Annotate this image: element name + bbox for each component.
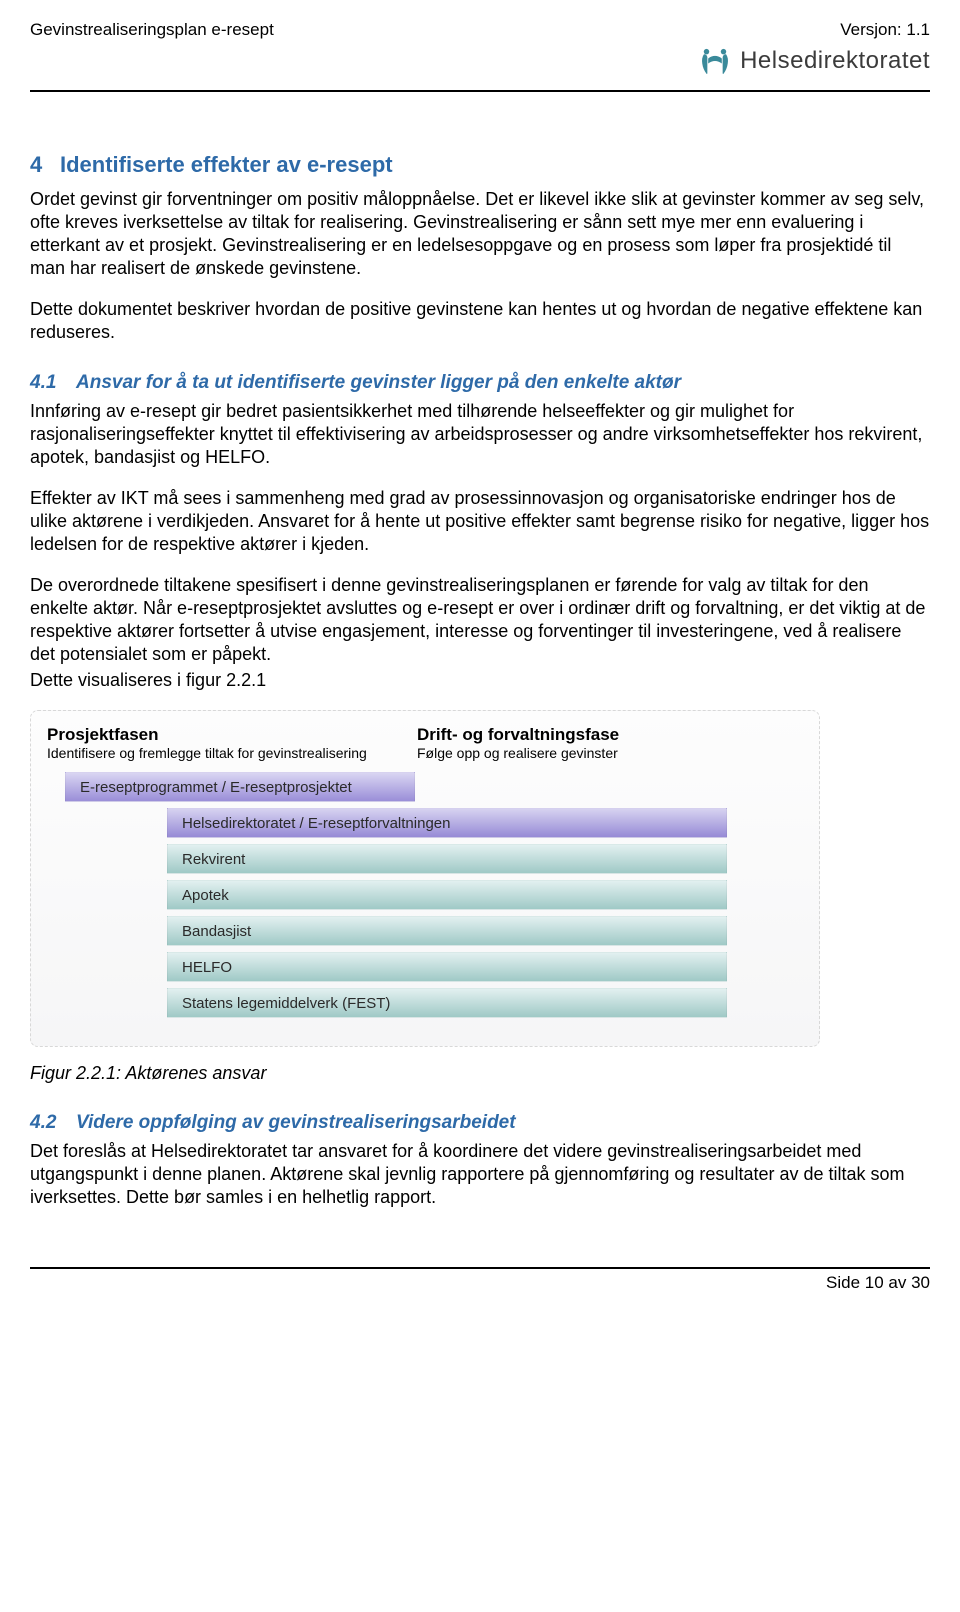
page-number: Side 10 av 30 xyxy=(826,1273,930,1292)
section41-para1: Innføring av e-resept gir bedret pasient… xyxy=(30,400,930,469)
figure-bar: Rekvirent xyxy=(167,844,727,874)
heading-4-2-num: 4.2 xyxy=(30,1112,76,1134)
heading-4-1: 4.1Ansvar for å ta ut identifiserte gevi… xyxy=(30,372,930,394)
figure-bar: Bandasjist xyxy=(167,916,727,946)
phase-2-title: Drift- og forvaltningsfase xyxy=(417,725,737,745)
figure-bar: E-reseptprogrammet / E-reseptprosjektet xyxy=(65,772,415,802)
phase-1: Prosjektfasen Identifisere og fremlegge … xyxy=(47,725,367,763)
heading-4-1-num: 4.1 xyxy=(30,372,76,394)
header-right: Versjon: 1.1 Helsedirektoratet xyxy=(698,20,930,76)
figure-2-2-1: Prosjektfasen Identifisere og fremlegge … xyxy=(30,710,820,1048)
phase-2-sub: Følge opp og realisere gevinster xyxy=(417,745,737,763)
phase-row: Prosjektfasen Identifisere og fremlegge … xyxy=(47,725,803,763)
section41-para3: De overordnede tiltakene spesifisert i d… xyxy=(30,574,930,666)
section41-para4: Dette visualiseres i figur 2.2.1 xyxy=(30,669,930,692)
doc-title: Gevinstrealiseringsplan e-resept xyxy=(30,20,274,40)
figure-bars: E-reseptprogrammet / E-reseptprosjektet … xyxy=(47,772,803,1018)
page-header: Gevinstrealiseringsplan e-resept Versjon… xyxy=(0,0,960,86)
section4-para2: Dette dokumentet beskriver hvordan de po… xyxy=(30,298,930,344)
logo: Helsedirektoratet xyxy=(698,46,930,76)
figure-bar: Helsedirektoratet / E-reseptforvaltninge… xyxy=(167,808,727,838)
figure-caption: Figur 2.2.1: Aktørenes ansvar xyxy=(30,1063,930,1084)
heading-4-2-title: Videre oppfølging av gevinstrealiserings… xyxy=(76,1112,516,1133)
content: 4Identifiserte effekter av e-resept Orde… xyxy=(0,92,960,1247)
heading-4-2: 4.2Videre oppfølging av gevinstrealiseri… xyxy=(30,1112,930,1134)
heading-4: 4Identifiserte effekter av e-resept xyxy=(30,152,930,178)
helsedirektoratet-icon xyxy=(698,46,732,76)
figure-bar: Statens legemiddelverk (FEST) xyxy=(167,988,727,1018)
section41-para2: Effekter av IKT må sees i sammenheng med… xyxy=(30,487,930,556)
page-footer: Side 10 av 30 xyxy=(0,1269,960,1311)
section42-para1: Det foreslås at Helsedirektoratet tar an… xyxy=(30,1140,930,1209)
logo-text: Helsedirektoratet xyxy=(740,47,930,75)
version-label: Versjon: 1.1 xyxy=(698,20,930,40)
heading-4-title: Identifiserte effekter av e-resept xyxy=(60,152,393,177)
phase-2: Drift- og forvaltningsfase Følge opp og … xyxy=(417,725,737,763)
heading-4-1-title: Ansvar for å ta ut identifiserte gevinst… xyxy=(76,372,681,393)
phase-1-sub: Identifisere og fremlegge tiltak for gev… xyxy=(47,745,367,763)
figure-bar: HELFO xyxy=(167,952,727,982)
heading-4-num: 4 xyxy=(30,152,60,178)
section4-para1: Ordet gevinst gir forventninger om posit… xyxy=(30,188,930,280)
phase-1-title: Prosjektfasen xyxy=(47,725,367,745)
figure-bar: Apotek xyxy=(167,880,727,910)
